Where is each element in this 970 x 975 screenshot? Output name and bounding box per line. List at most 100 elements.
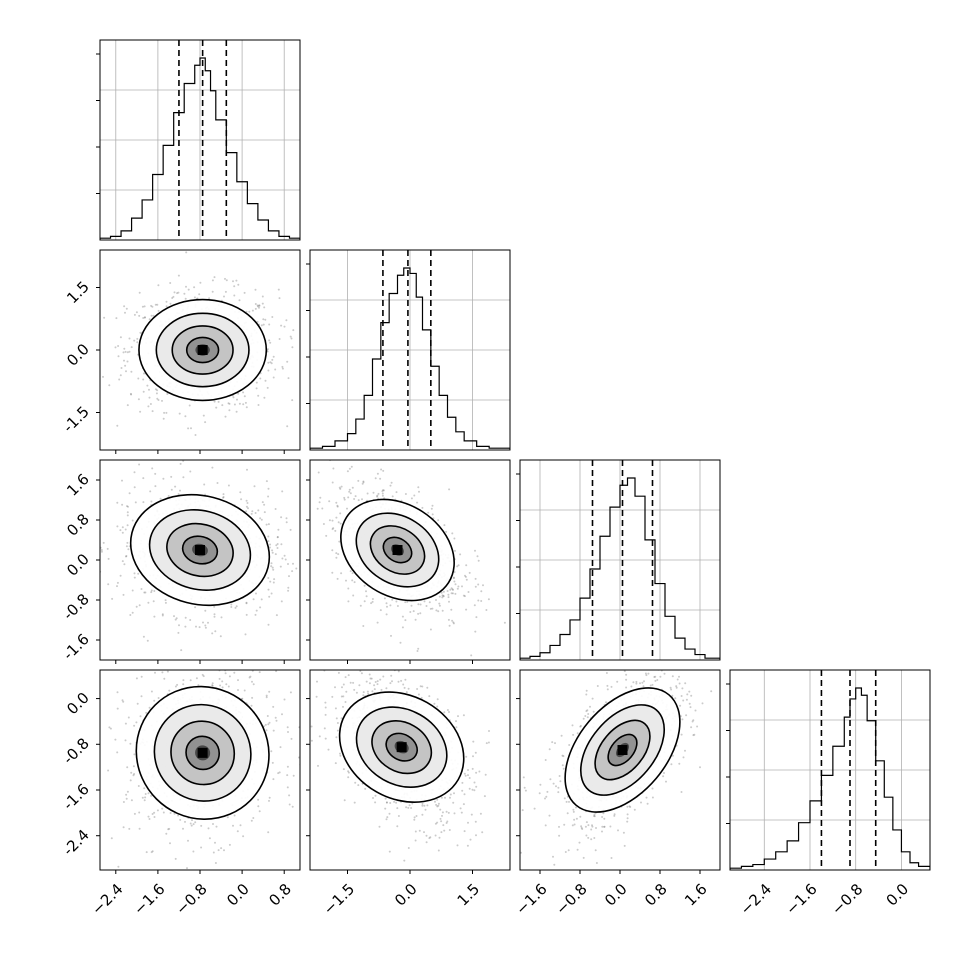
scatter-point xyxy=(212,279,214,281)
scatter-point xyxy=(129,338,131,340)
scatter-point xyxy=(349,489,351,491)
scatter-point xyxy=(262,318,264,320)
scatter-point xyxy=(332,417,334,419)
scatter-point xyxy=(118,379,120,381)
scatter-point xyxy=(391,482,393,484)
scatter-point xyxy=(184,821,186,823)
scatter-point xyxy=(379,826,381,828)
scatter-point xyxy=(469,777,471,779)
scatter-point xyxy=(267,715,269,717)
scatter-point xyxy=(291,346,293,348)
scatter-point xyxy=(395,601,397,603)
scatter-point xyxy=(189,405,191,407)
scatter-point xyxy=(241,654,243,656)
scatter-point xyxy=(223,493,225,495)
scatter-point xyxy=(589,706,591,708)
scatter-point xyxy=(203,675,205,677)
scatter-point xyxy=(123,801,125,803)
scatter-point xyxy=(315,628,317,630)
scatter-point xyxy=(373,684,375,686)
scatter-point xyxy=(656,679,658,681)
scatter-point xyxy=(287,442,289,444)
scatter-point xyxy=(251,697,253,699)
scatter-point xyxy=(225,416,227,418)
scatter-point xyxy=(264,511,266,513)
scatter-point xyxy=(208,827,210,829)
scatter-point xyxy=(664,657,666,659)
scatter-point xyxy=(203,415,205,417)
scatter-point xyxy=(126,505,128,507)
scatter-point xyxy=(235,280,237,282)
scatter-point xyxy=(271,549,273,551)
scatter-point xyxy=(584,715,586,717)
scatter-point xyxy=(214,276,216,278)
scatter-point xyxy=(279,771,281,773)
scatter-point xyxy=(174,486,176,488)
scatter-point xyxy=(579,842,581,844)
scatter-point xyxy=(389,802,391,804)
scatter-point xyxy=(286,425,288,427)
scatter-point xyxy=(477,600,479,602)
scatter-point xyxy=(237,679,239,681)
scatter-point xyxy=(217,482,219,484)
scatter-point xyxy=(119,529,121,531)
scatter-point xyxy=(607,688,609,690)
scatter-point xyxy=(169,282,171,284)
scatter-point xyxy=(269,797,271,799)
scatter-point xyxy=(347,776,349,778)
scatter-point xyxy=(452,588,454,590)
scatter-point xyxy=(225,672,227,674)
scatter-point xyxy=(468,591,470,593)
scatter-point xyxy=(372,598,374,600)
scatter-point xyxy=(285,319,287,321)
scatter-point xyxy=(423,805,425,807)
scatter-point xyxy=(366,681,368,683)
scatter-point xyxy=(234,458,236,460)
scatter-point xyxy=(415,619,417,621)
scatter-point xyxy=(442,594,444,596)
scatter-point xyxy=(130,772,132,774)
scatter-point xyxy=(391,680,393,682)
scatter-point xyxy=(404,619,406,621)
scatter-point xyxy=(258,404,260,406)
scatter-point xyxy=(257,805,259,807)
scatter-point xyxy=(280,566,282,568)
scatter-point xyxy=(143,391,145,393)
scatter-point xyxy=(268,324,270,326)
scatter-point xyxy=(281,366,283,368)
scatter-point xyxy=(154,485,156,487)
scatter-point xyxy=(275,717,277,719)
scatter-point xyxy=(575,807,577,809)
scatter-point xyxy=(108,558,110,560)
scatter-point xyxy=(443,524,445,526)
scatter-point xyxy=(286,361,288,363)
scatter-point xyxy=(248,311,250,313)
scatter-point xyxy=(325,714,327,716)
scatter-point xyxy=(381,644,383,646)
scatter-point xyxy=(266,524,268,526)
scatter-point xyxy=(408,847,410,849)
scatter-point xyxy=(292,563,294,565)
scatter-point xyxy=(163,418,165,420)
scatter-point xyxy=(144,592,146,594)
scatter-point xyxy=(176,684,178,686)
scatter-point xyxy=(182,683,184,685)
scatter-point xyxy=(279,297,281,299)
scatter-point xyxy=(251,513,253,515)
scatter-point xyxy=(154,473,156,475)
scatter-point xyxy=(453,581,455,583)
scatter-point xyxy=(356,692,358,694)
scatter-point xyxy=(344,499,346,501)
scatter-point xyxy=(130,371,132,373)
scatter-point xyxy=(416,502,418,504)
scatter-point xyxy=(251,820,253,822)
scatter-point xyxy=(267,387,269,389)
scatter-point xyxy=(475,752,477,754)
scatter-point xyxy=(413,610,415,612)
scatter-point xyxy=(362,483,364,485)
scatter-point xyxy=(475,586,477,588)
scatter-point xyxy=(154,816,156,818)
scatter-point xyxy=(167,828,169,830)
scatter-point xyxy=(212,685,214,687)
scatter-point xyxy=(319,735,321,737)
